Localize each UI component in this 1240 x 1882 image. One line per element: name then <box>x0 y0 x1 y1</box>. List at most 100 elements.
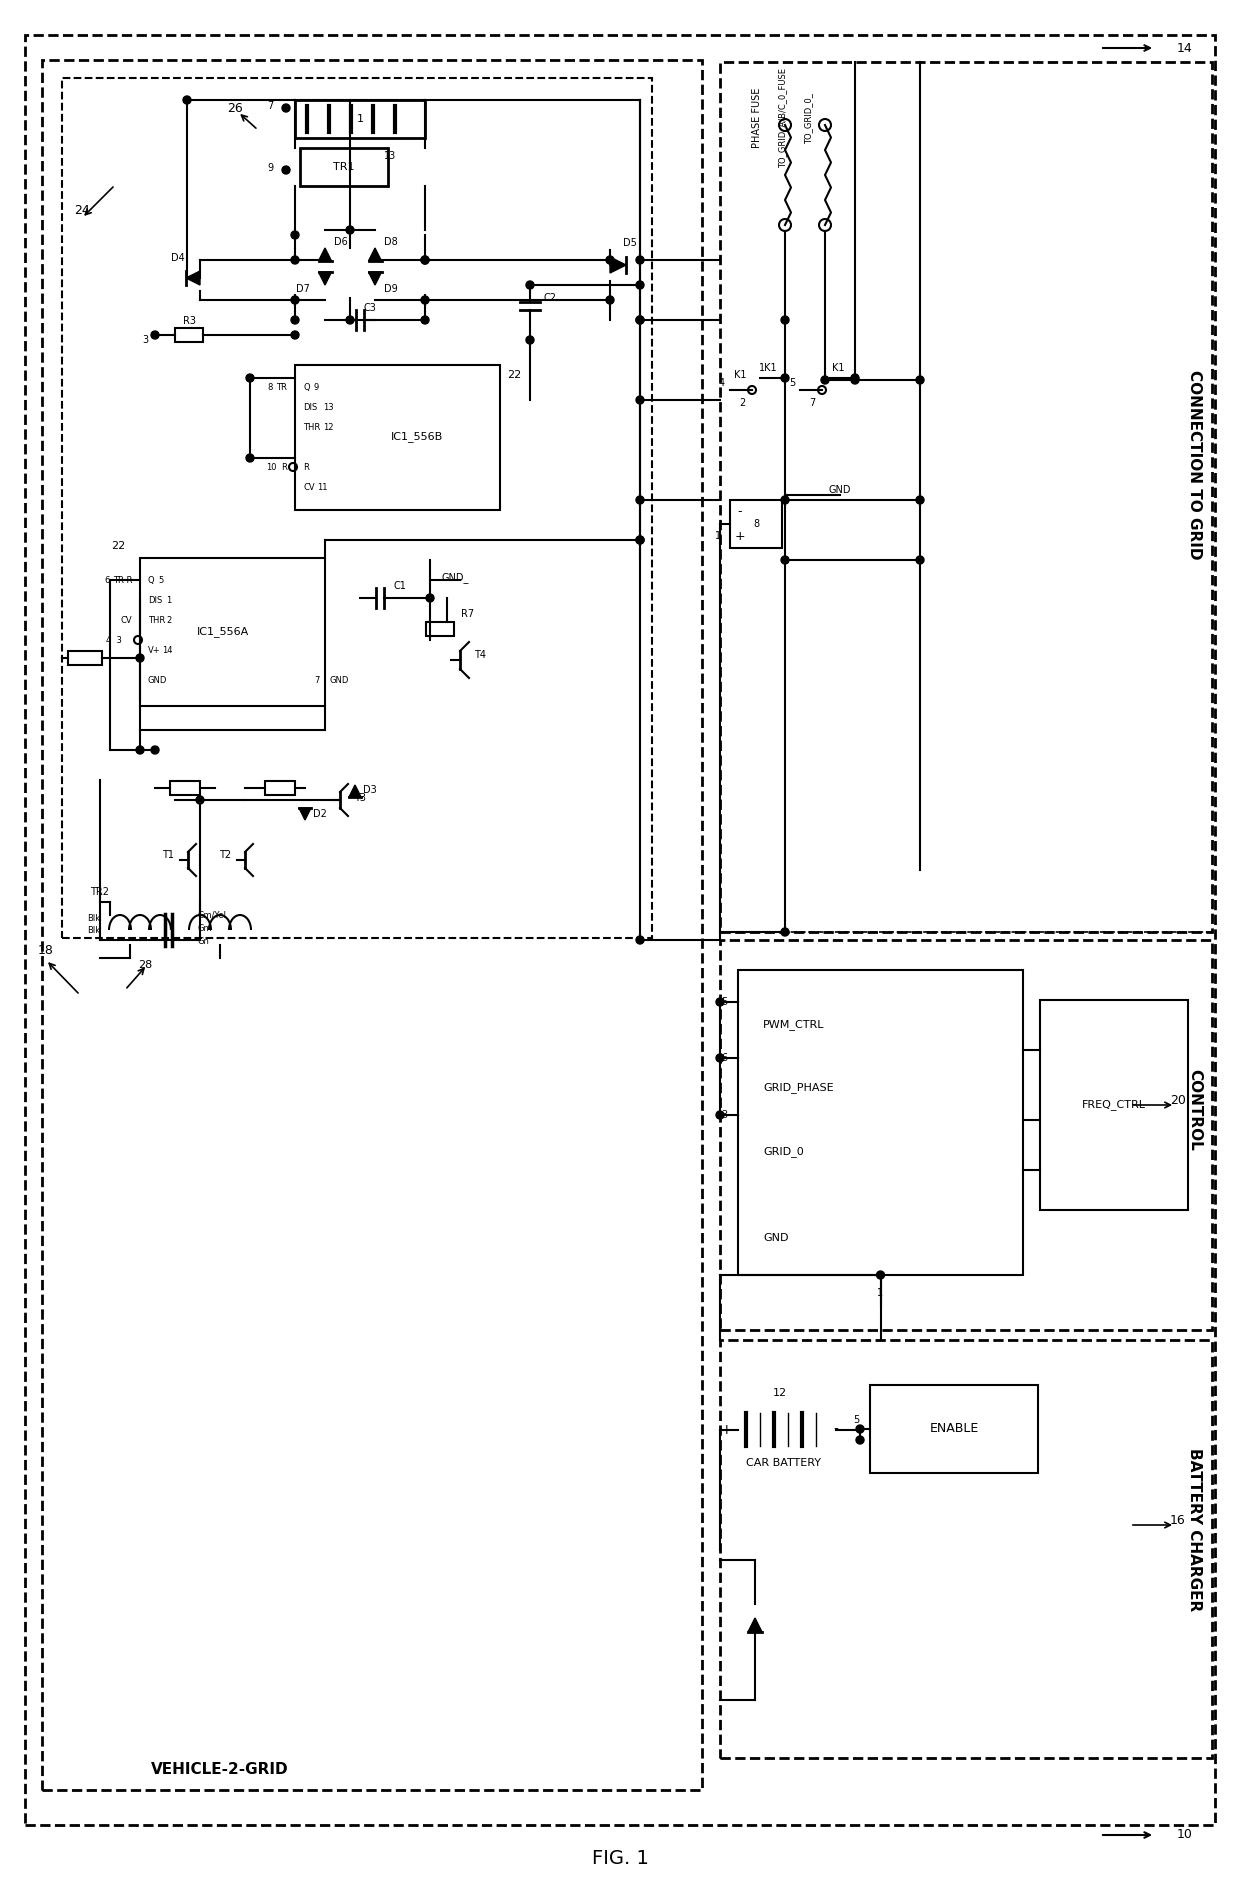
Text: FREQ_CTRL: FREQ_CTRL <box>1083 1099 1146 1110</box>
Text: CV: CV <box>303 482 315 491</box>
Text: 26: 26 <box>227 102 243 115</box>
Text: Gm: Gm <box>197 924 212 932</box>
Text: VEHICLE-2-GRID: VEHICLE-2-GRID <box>151 1763 289 1777</box>
Circle shape <box>422 256 429 263</box>
Circle shape <box>781 555 789 565</box>
Circle shape <box>526 337 534 344</box>
Text: 5: 5 <box>853 1415 859 1425</box>
Circle shape <box>291 295 299 305</box>
Circle shape <box>291 331 299 339</box>
Text: 6: 6 <box>720 1054 727 1063</box>
Text: D4: D4 <box>171 252 185 263</box>
Circle shape <box>136 655 144 662</box>
Circle shape <box>916 376 924 384</box>
Text: TR R: TR R <box>113 576 131 585</box>
Text: GRID_0: GRID_0 <box>763 1146 804 1157</box>
Circle shape <box>856 1425 864 1432</box>
Text: BATTERY CHARGER: BATTERY CHARGER <box>1188 1449 1203 1611</box>
Text: TR2: TR2 <box>91 886 109 898</box>
Text: R3: R3 <box>182 316 196 326</box>
Circle shape <box>877 1270 884 1280</box>
Circle shape <box>291 256 299 263</box>
Bar <box>265 781 295 794</box>
Text: +: + <box>734 529 745 542</box>
Text: GND: GND <box>763 1233 789 1242</box>
Bar <box>870 1385 1038 1474</box>
Polygon shape <box>348 785 361 796</box>
Circle shape <box>715 1110 724 1120</box>
Text: C1: C1 <box>393 582 407 591</box>
Text: 11: 11 <box>317 482 327 491</box>
Text: FIG. 1: FIG. 1 <box>591 1848 649 1867</box>
Text: IC1_556A: IC1_556A <box>196 627 249 638</box>
Circle shape <box>916 555 924 565</box>
Text: 20: 20 <box>1171 1093 1185 1107</box>
Text: THR: THR <box>303 422 320 431</box>
Circle shape <box>427 595 434 602</box>
Text: 14: 14 <box>162 646 172 655</box>
Circle shape <box>346 316 353 324</box>
Text: K1: K1 <box>734 371 746 380</box>
Circle shape <box>781 316 789 324</box>
Circle shape <box>851 376 859 384</box>
Text: K1: K1 <box>832 363 844 373</box>
Text: GND: GND <box>330 676 350 685</box>
Text: 9: 9 <box>312 382 319 391</box>
Text: R7: R7 <box>461 610 475 619</box>
Circle shape <box>291 316 299 324</box>
Circle shape <box>636 316 644 324</box>
Text: Gm/Yel: Gm/Yel <box>197 911 226 920</box>
Bar <box>720 1340 1211 1758</box>
Text: 1: 1 <box>357 115 363 124</box>
Text: 4  3: 4 3 <box>107 636 122 644</box>
Text: 24: 24 <box>74 203 89 216</box>
Polygon shape <box>368 273 382 284</box>
Text: 5: 5 <box>720 997 727 1007</box>
Text: 14: 14 <box>1177 41 1193 55</box>
Text: TR: TR <box>277 382 286 391</box>
Circle shape <box>916 497 924 504</box>
Bar <box>62 77 652 937</box>
Bar <box>427 621 454 636</box>
Bar <box>720 62 1211 932</box>
Text: TR1: TR1 <box>334 162 355 171</box>
Text: +: + <box>720 1423 732 1438</box>
Text: 1: 1 <box>715 531 722 540</box>
Text: C3: C3 <box>363 303 377 312</box>
Text: CONTROL: CONTROL <box>1188 1069 1203 1152</box>
Text: D5: D5 <box>622 237 637 248</box>
Circle shape <box>151 331 159 339</box>
Text: CAR BATTERY: CAR BATTERY <box>745 1459 821 1468</box>
Text: 7: 7 <box>314 676 320 685</box>
Circle shape <box>184 96 191 104</box>
Bar <box>738 969 1023 1274</box>
Polygon shape <box>748 1619 763 1632</box>
Text: 8: 8 <box>268 382 273 391</box>
Bar <box>295 365 500 510</box>
Text: 10: 10 <box>267 463 277 472</box>
Text: R: R <box>281 463 286 472</box>
Text: 16: 16 <box>1171 1513 1185 1526</box>
Circle shape <box>246 375 254 382</box>
Circle shape <box>196 796 205 804</box>
Text: PHASE FUSE: PHASE FUSE <box>751 88 763 149</box>
Text: T4: T4 <box>474 649 486 661</box>
Text: 7: 7 <box>808 397 815 408</box>
Text: GND: GND <box>148 676 167 685</box>
Circle shape <box>291 231 299 239</box>
Text: GRID_PHASE: GRID_PHASE <box>763 1082 833 1093</box>
Text: ENABLE: ENABLE <box>929 1423 978 1436</box>
Circle shape <box>636 280 644 290</box>
Text: 2: 2 <box>739 397 745 408</box>
Text: 8: 8 <box>753 519 759 529</box>
Circle shape <box>636 497 644 504</box>
Text: 1: 1 <box>166 595 171 604</box>
Circle shape <box>346 226 353 233</box>
Text: DIS: DIS <box>148 595 162 604</box>
Circle shape <box>606 256 614 263</box>
Circle shape <box>422 316 429 324</box>
Polygon shape <box>319 273 331 284</box>
Text: -: - <box>738 506 743 519</box>
Circle shape <box>136 745 144 755</box>
Circle shape <box>281 104 290 113</box>
